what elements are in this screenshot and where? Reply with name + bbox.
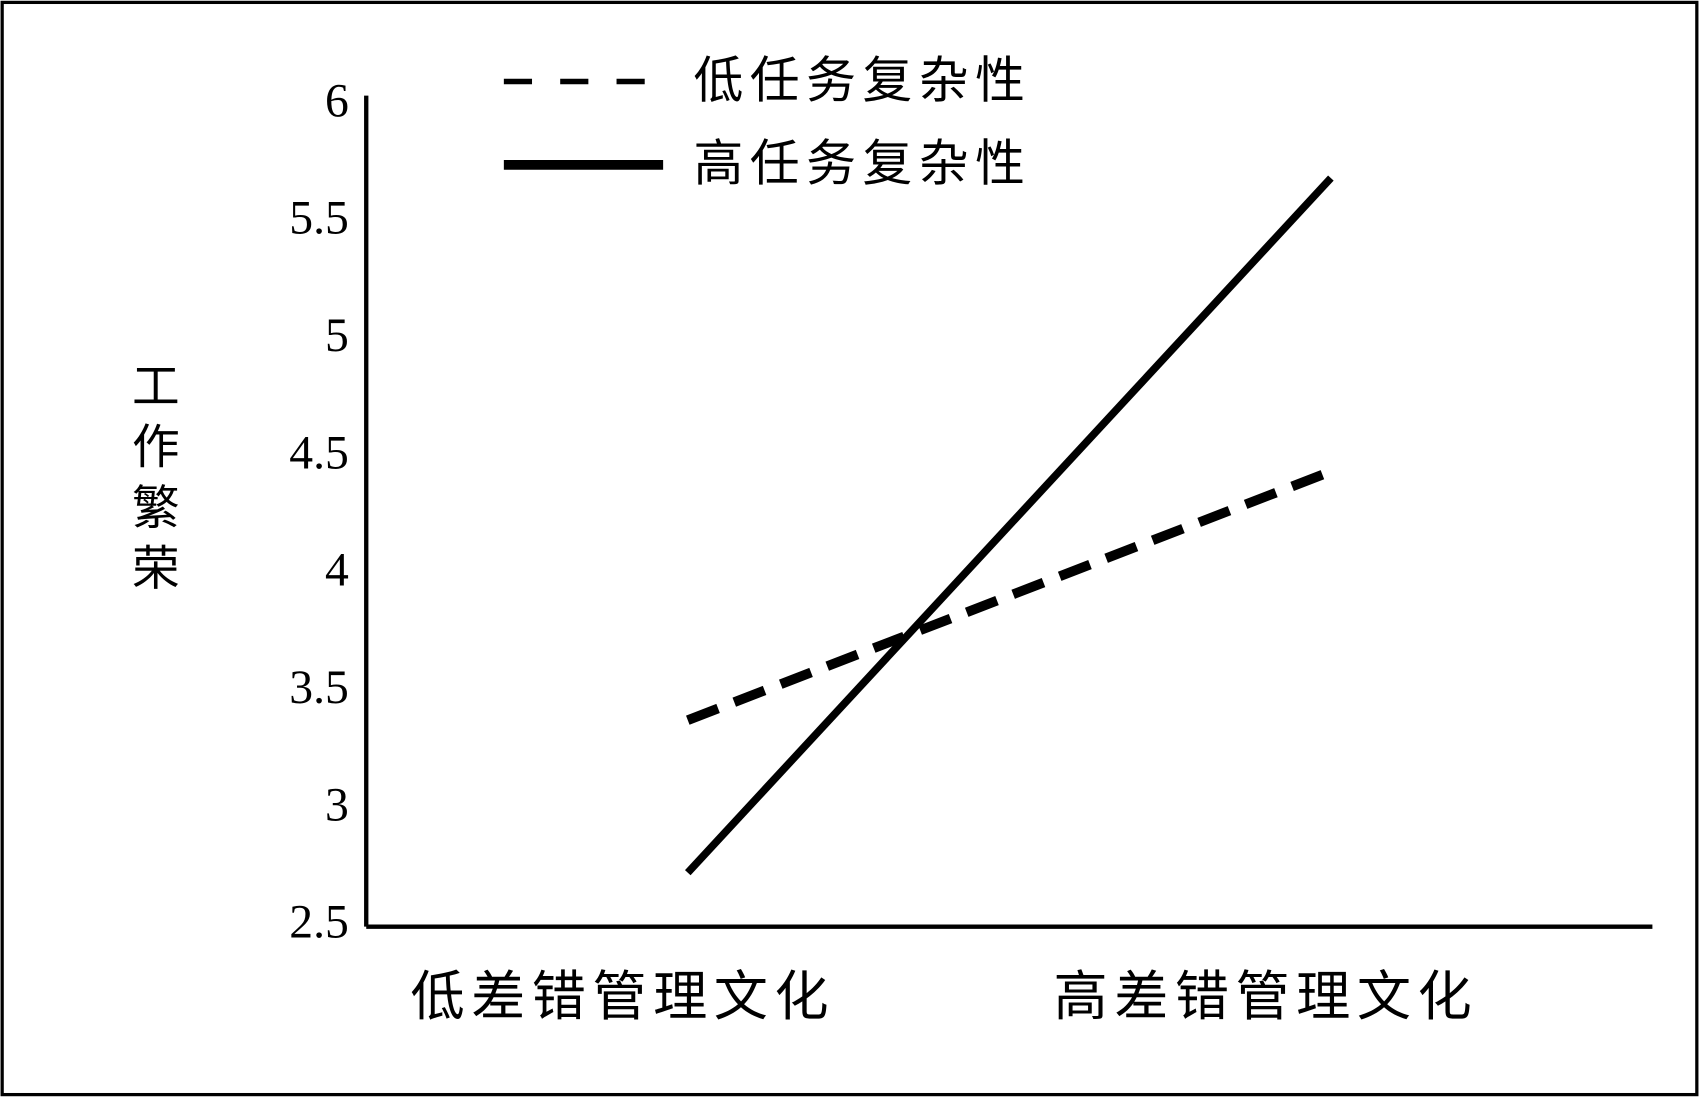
y-tick-label: 5.5 <box>289 193 349 245</box>
y-tick-label: 5 <box>325 310 349 362</box>
y-tick-label: 3.5 <box>289 662 349 714</box>
series-line <box>686 466 1333 725</box>
y-tick-label: 4 <box>325 545 349 597</box>
legend-label: 高任务复杂性 <box>693 137 1031 192</box>
x-tick-label: 高差错管理文化 <box>1054 967 1479 1027</box>
series-line <box>684 175 1334 876</box>
y-tick-label: 6 <box>325 75 349 127</box>
x-tick-label: 低差错管理文化 <box>410 967 835 1027</box>
y-tick-label: 4.5 <box>289 427 349 479</box>
y-tick-label: 3 <box>325 779 349 831</box>
y-axis-label: 工作繁荣 <box>124 361 178 604</box>
legend-label: 低任务复杂性 <box>693 53 1031 108</box>
y-tick-label: 2.5 <box>289 897 349 949</box>
